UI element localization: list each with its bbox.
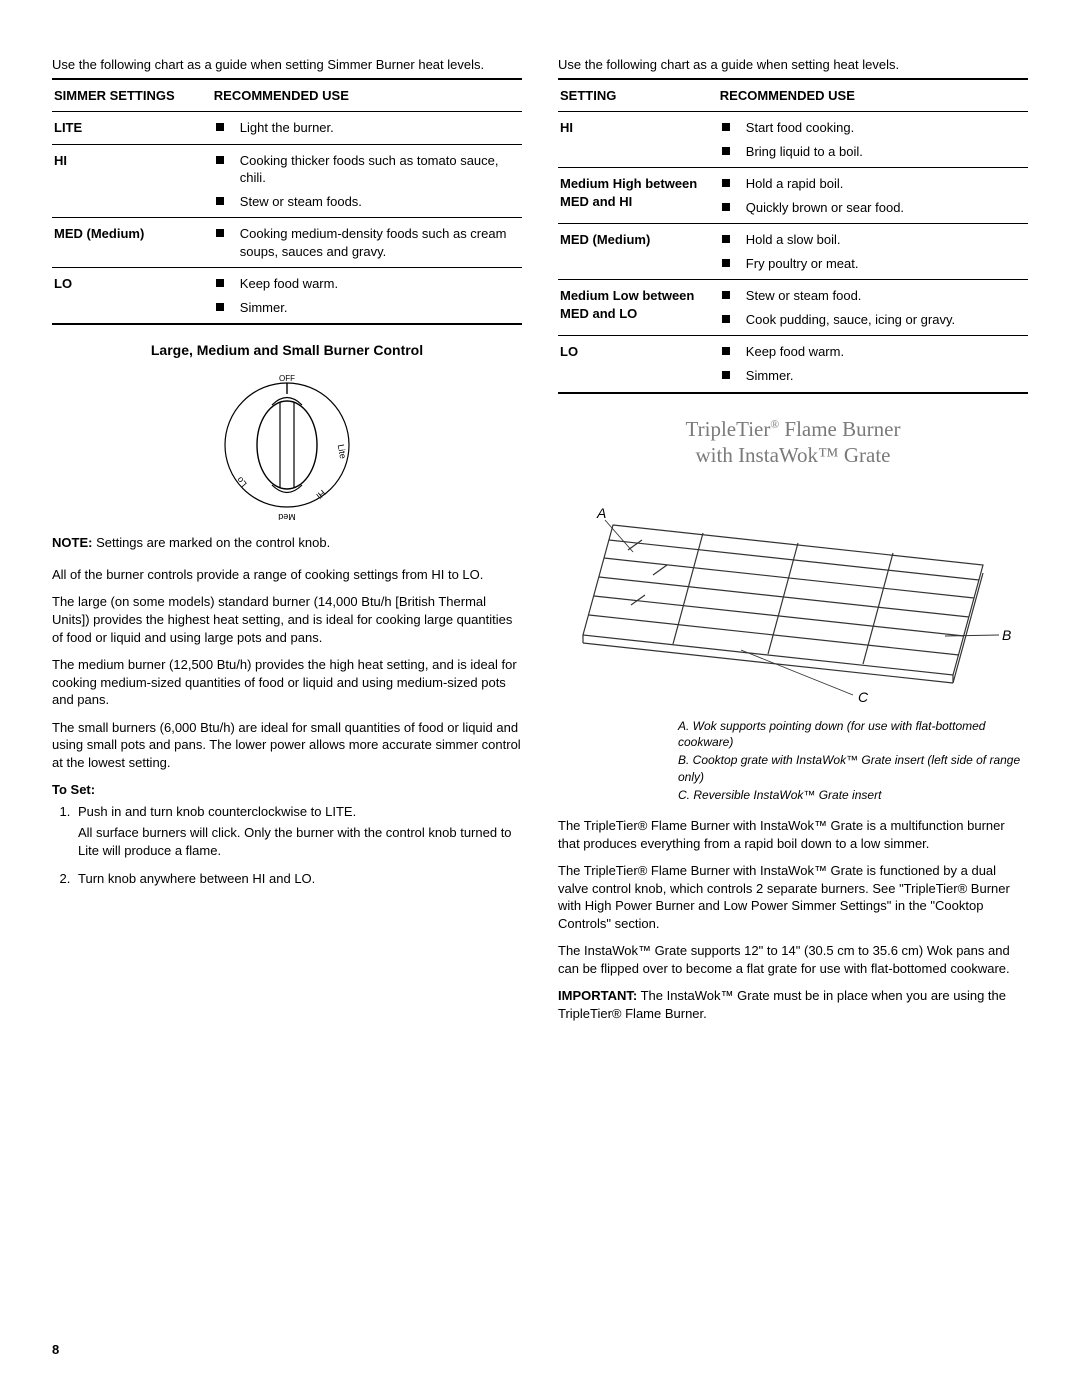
knob-label-lite: Lite [336, 444, 348, 460]
knob-label-hi: Hi [314, 488, 327, 501]
knob-label-lo: Lo [235, 475, 249, 489]
list-item: Simmer. [214, 299, 518, 317]
note-paragraph: NOTE: Settings are marked on the control… [52, 534, 522, 552]
title-part: Flame Burner [779, 417, 900, 441]
setting-cell: Medium Low between MED and LO [558, 280, 718, 336]
list-item: Fry poultry or meat. [720, 255, 1024, 273]
setting-cell: MED (Medium) [558, 224, 718, 280]
diagram-label-b: B [1002, 627, 1011, 643]
caption-item: A. Wok supports pointing down (for use w… [678, 718, 1028, 750]
list-item: Hold a slow boil. [720, 231, 1024, 249]
step-text: Push in and turn knob counterclockwise t… [78, 804, 356, 819]
setting-cell: MED (Medium) [52, 218, 212, 268]
use-cell: Light the burner. [212, 112, 522, 145]
burner-control-heading: Large, Medium and Small Burner Control [52, 341, 522, 360]
table-row: LITE Light the burner. [52, 112, 522, 145]
body-text: The large (on some models) standard burn… [52, 593, 522, 646]
setting-cell: HI [558, 112, 718, 168]
body-text: The InstaWok™ Grate supports 12" to 14" … [558, 942, 1028, 977]
col-header: RECOMMENDED USE [718, 79, 1028, 112]
to-set-steps: Push in and turn knob counterclockwise t… [52, 803, 522, 887]
use-cell: Hold a slow boil. Fry poultry or meat. [718, 224, 1028, 280]
left-column: Use the following chart as a guide when … [52, 56, 522, 1032]
tripletier-section-title: TripleTier® Flame Burner with InstaWok™ … [558, 416, 1028, 469]
table-row: Medium High between MED and HI Hold a ra… [558, 168, 1028, 224]
list-item: Cooking thicker foods such as tomato sau… [214, 152, 518, 187]
right-column: Use the following chart as a guide when … [558, 56, 1028, 1032]
use-cell: Keep food warm. Simmer. [718, 336, 1028, 393]
step-item: Turn knob anywhere between HI and LO. [74, 870, 522, 888]
diagram-captions: A. Wok supports pointing down (for use w… [558, 718, 1028, 803]
step-text: Turn knob anywhere between HI and LO. [78, 871, 315, 886]
body-text: The medium burner (12,500 Btu/h) provide… [52, 656, 522, 709]
col-header: SETTING [558, 79, 718, 112]
use-cell: Stew or steam food. Cook pudding, sauce,… [718, 280, 1028, 336]
knob-label-off: OFF [279, 374, 295, 383]
body-text: All of the burner controls provide a ran… [52, 566, 522, 584]
caption-item: B. Cooktop grate with InstaWok™ Grate in… [678, 752, 1028, 784]
list-item: Simmer. [720, 367, 1024, 385]
use-cell: Hold a rapid boil. Quickly brown or sear… [718, 168, 1028, 224]
page-columns: Use the following chart as a guide when … [52, 56, 1028, 1032]
page-number: 8 [52, 1341, 59, 1359]
setting-cell: LITE [52, 112, 212, 145]
list-item: Hold a rapid boil. [720, 175, 1024, 193]
col-header: RECOMMENDED USE [212, 79, 522, 112]
setting-cell: LO [558, 336, 718, 393]
body-text: The small burners (6,000 Btu/h) are idea… [52, 719, 522, 772]
important-label: IMPORTANT: [558, 988, 637, 1003]
grate-diagram: A B C [558, 480, 1028, 710]
use-cell: Cooking thicker foods such as tomato sau… [212, 144, 522, 218]
step-item: Push in and turn knob counterclockwise t… [74, 803, 522, 860]
setting-cell: LO [52, 268, 212, 325]
setting-cell: HI [52, 144, 212, 218]
note-text: Settings are marked on the control knob. [92, 535, 330, 550]
registered-mark: ® [770, 419, 779, 431]
list-item: Keep food warm. [214, 275, 518, 293]
title-part: TripleTier [686, 417, 771, 441]
list-item: Start food cooking. [720, 119, 1024, 137]
use-cell: Cooking medium-density foods such as cre… [212, 218, 522, 268]
list-item: Quickly brown or sear food. [720, 199, 1024, 217]
table-row: Medium Low between MED and LO Stew or st… [558, 280, 1028, 336]
body-text: The TripleTier® Flame Burner with InstaW… [558, 817, 1028, 852]
note-label: NOTE: [52, 535, 92, 550]
diagram-label-c: C [858, 689, 869, 705]
table-row: MED (Medium) Hold a slow boil. Fry poult… [558, 224, 1028, 280]
knob-label-med: Med [278, 512, 296, 520]
step-subtext: All surface burners will click. Only the… [78, 824, 522, 859]
body-text: The TripleTier® Flame Burner with InstaW… [558, 862, 1028, 932]
list-item: Keep food warm. [720, 343, 1024, 361]
heat-settings-table: SETTING RECOMMENDED USE HI Start food co… [558, 78, 1028, 394]
use-cell: Keep food warm. Simmer. [212, 268, 522, 325]
list-item: Light the burner. [214, 119, 518, 137]
caption-item: C. Reversible InstaWok™ Grate insert [678, 787, 1028, 803]
use-cell: Start food cooking. Bring liquid to a bo… [718, 112, 1028, 168]
table-row: MED (Medium) Cooking medium-density food… [52, 218, 522, 268]
list-item: Bring liquid to a boil. [720, 143, 1024, 161]
table-row: HI Cooking thicker foods such as tomato … [52, 144, 522, 218]
list-item: Cook pudding, sauce, icing or gravy. [720, 311, 1024, 329]
table-row: LO Keep food warm. Simmer. [52, 268, 522, 325]
list-item: Cooking medium-density foods such as cre… [214, 225, 518, 260]
table-row: LO Keep food warm. Simmer. [558, 336, 1028, 393]
setting-cell: Medium High between MED and HI [558, 168, 718, 224]
diagram-label-a: A [596, 505, 606, 521]
simmer-settings-table: SIMMER SETTINGS RECOMMENDED USE LITE Lig… [52, 78, 522, 326]
to-set-heading: To Set: [52, 781, 522, 799]
right-intro: Use the following chart as a guide when … [558, 56, 1028, 74]
table-row: HI Start food cooking. Bring liquid to a… [558, 112, 1028, 168]
col-header: SIMMER SETTINGS [52, 79, 212, 112]
list-item: Stew or steam food. [720, 287, 1024, 305]
knob-diagram: OFF Lite Hi Med Lo [52, 370, 522, 520]
list-item: Stew or steam foods. [214, 193, 518, 211]
title-part: with InstaWok™ Grate [695, 443, 890, 467]
important-paragraph: IMPORTANT: The InstaWok™ Grate must be i… [558, 987, 1028, 1022]
left-intro: Use the following chart as a guide when … [52, 56, 522, 74]
